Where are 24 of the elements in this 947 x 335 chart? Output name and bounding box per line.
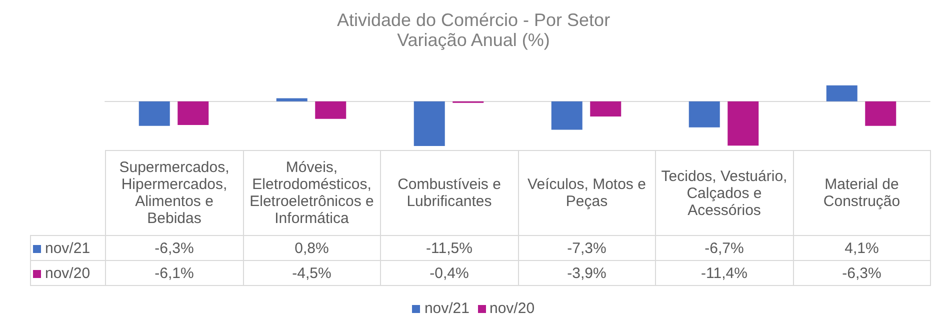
data-label: -11,5% [380,236,518,260]
data-label: -11,4% [656,260,793,286]
data-label: 4,1% [793,236,930,260]
data-label: -6,3% [106,236,243,260]
x-tick-label: Combustíveis e Lubrificantes [380,150,518,236]
legend-label: nov/20 [30,260,106,286]
text: nov/20 [490,300,535,317]
data-label: -6,1% [106,260,243,286]
text: nov/21 [424,300,470,317]
data-label: -4,5% [243,260,380,286]
data-label: -0,4% [380,260,518,286]
data-label: -6,7% [656,236,793,260]
chart-subtitle: Variação Anual (%) [397,30,550,50]
data-label: -7,3% [518,236,656,260]
legend-label: nov/21 [30,236,106,260]
data-label: -6,3% [793,260,930,286]
x-tick-label: Material de Construção [793,150,930,236]
x-tick-label: Veículos, Motos e Peças [518,150,656,236]
x-tick-label: Móveis, Eletrodomésticos, Eletroeletrônicos e Informática [243,150,380,236]
x-tick-label: Supermercados, Hipermercados, Alimentos e Bebidas [106,150,243,236]
data-label: -3,9% [518,260,656,286]
chart-title: Atividade do Comércio - Por Setor [336,10,610,30]
data-label: 0,8% [243,236,380,260]
x-tick-label: Tecidos, Vestuário, Calçados e Acessórios [656,150,793,236]
